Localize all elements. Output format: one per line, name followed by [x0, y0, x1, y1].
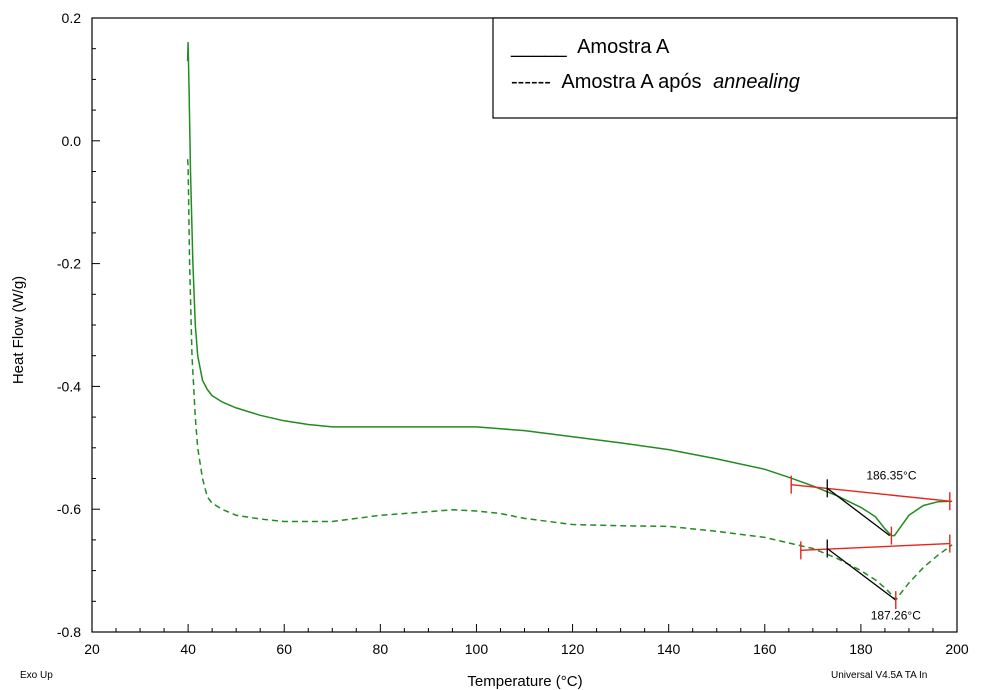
y-tick-label: 0.0 — [62, 133, 82, 149]
y-tick-label: 0.2 — [62, 10, 82, 26]
legend-dashed-label-italic: annealing — [713, 71, 800, 93]
annotations-layer: 186.35°C 187.26°C — [790, 469, 951, 623]
x-tick-label: 20 — [84, 641, 100, 657]
software-version-label: Universal V4.5A TA In — [831, 670, 927, 681]
legend-solid-marker: _____ — [510, 36, 567, 58]
x-tick-label: 200 — [945, 641, 969, 657]
legend-solid-label: Amostra A — [577, 36, 670, 58]
y-tick-label: -0.4 — [57, 378, 81, 394]
x-tick-labels: 20 40 60 80 100 120 140 160 180 200 — [84, 641, 969, 657]
y-tick-label: -0.8 — [57, 624, 81, 640]
onset-tangent-line — [826, 487, 891, 537]
onset-tangent-line — [826, 547, 897, 601]
series-line-annealed — [186, 159, 953, 601]
baseline-line — [800, 542, 950, 552]
x-tick-label: 80 — [373, 641, 389, 657]
peak-temperature-label: 186.35°C — [866, 469, 917, 483]
legend-box — [492, 17, 958, 119]
y-tick-label: -0.6 — [57, 501, 81, 517]
legend-solid-entry: _____ Amostra A — [510, 36, 670, 58]
x-tick-label: 160 — [753, 641, 777, 657]
peak-temperature-label: 187.26°C — [871, 609, 922, 623]
x-axis-title: Temperature (°C) — [467, 673, 582, 690]
exo-up-label: Exo Up — [20, 670, 53, 681]
x-tick-label: 180 — [849, 641, 873, 657]
x-tick-label: 120 — [561, 641, 585, 657]
x-tick-label: 60 — [276, 641, 292, 657]
legend-dashed-label: Amostra A após — [561, 71, 701, 93]
x-tick-label: 100 — [465, 641, 489, 657]
series-layer — [186, 41, 953, 601]
x-tick-label: 140 — [657, 641, 681, 657]
baseline-line — [791, 483, 950, 502]
series-line-sample-a — [186, 41, 953, 537]
y-axis-title: Heat Flow (W/g) — [10, 276, 27, 384]
y-tick-label: -0.2 — [57, 256, 81, 272]
legend-dashed-marker: ------ — [511, 71, 551, 93]
legend: _____ Amostra A ------ Amostra A após an… — [492, 17, 958, 119]
y-tick-labels: 0.2 0.0 -0.2 -0.4 -0.6 -0.8 — [57, 10, 81, 640]
legend-dashed-entry: ------ Amostra A após annealing — [511, 71, 800, 93]
x-tick-label: 40 — [180, 641, 196, 657]
